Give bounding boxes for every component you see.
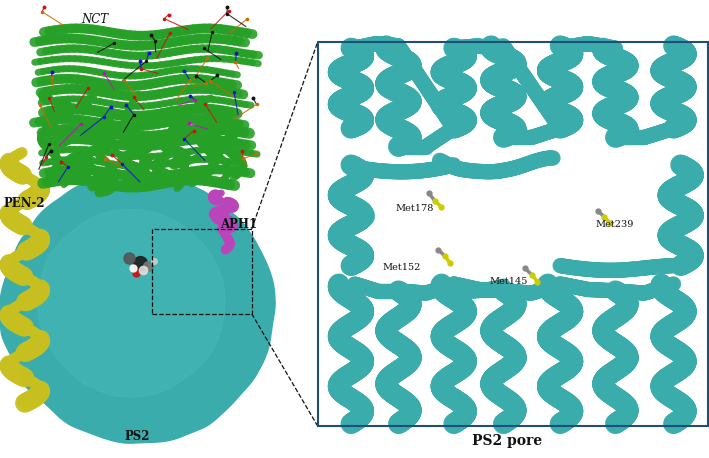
- Bar: [318, 42, 708, 426]
- Text: Met145: Met145: [489, 277, 527, 286]
- Polygon shape: [37, 209, 225, 397]
- Bar: [318, 42, 708, 426]
- Text: NCT: NCT: [82, 13, 108, 26]
- Text: PEN-2: PEN-2: [4, 197, 45, 210]
- Text: Met239: Met239: [596, 220, 634, 229]
- Text: PS2: PS2: [124, 430, 150, 442]
- Bar: [152, 229, 252, 314]
- Text: Met178: Met178: [396, 204, 434, 213]
- Text: Met152: Met152: [383, 263, 421, 273]
- Text: APH1: APH1: [220, 218, 257, 231]
- Polygon shape: [0, 173, 275, 443]
- Text: PS2 pore: PS2 pore: [472, 434, 542, 448]
